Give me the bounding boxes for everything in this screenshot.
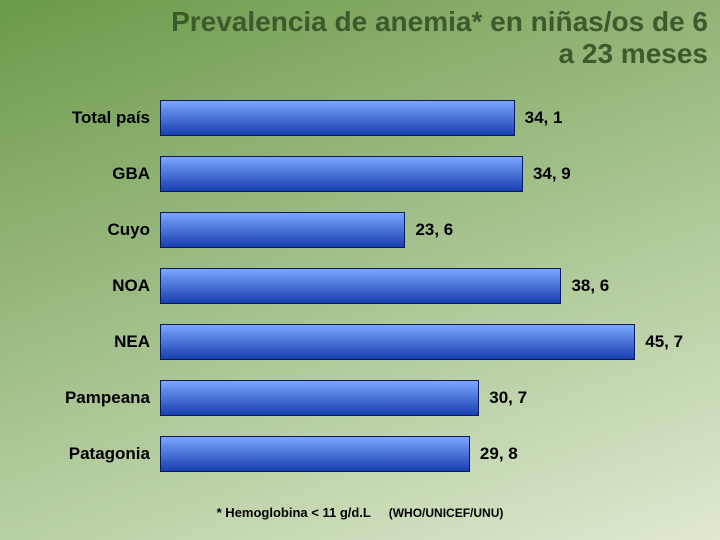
category-label: Total país <box>40 108 160 128</box>
category-label: Cuyo <box>40 220 160 240</box>
bar-row: GBA 34, 9 <box>40 146 680 202</box>
bar-row: Total país 34, 1 <box>40 90 680 146</box>
value-label: 34, 1 <box>525 108 563 128</box>
footnote-right: (WHO/UNICEF/UNU) <box>389 506 504 520</box>
value-label: 23, 6 <box>415 220 453 240</box>
bar-row: Cuyo 23, 6 <box>40 202 680 258</box>
category-label: Patagonia <box>40 444 160 464</box>
slide-title: Prevalencia de anemia* en niñas/os de 6 … <box>171 6 708 70</box>
footnote-left: * Hemoglobina < 11 g/d.L <box>217 505 371 520</box>
bar-area: 30, 7 <box>160 380 680 416</box>
bar-area: 23, 6 <box>160 212 680 248</box>
category-label: NOA <box>40 276 160 296</box>
bar <box>160 100 515 136</box>
bar-area: 34, 9 <box>160 156 680 192</box>
bar <box>160 212 405 248</box>
bar-row: NEA 45, 7 <box>40 314 680 370</box>
category-label: Pampeana <box>40 388 160 408</box>
bar-row: Patagonia 29, 8 <box>40 426 680 482</box>
bar <box>160 436 470 472</box>
category-label: NEA <box>40 332 160 352</box>
bar-area: 34, 1 <box>160 100 680 136</box>
footnote: * Hemoglobina < 11 g/d.L (WHO/UNICEF/UNU… <box>0 505 720 520</box>
bar <box>160 268 561 304</box>
value-label: 34, 9 <box>533 164 571 184</box>
category-label: GBA <box>40 164 160 184</box>
value-label: 45, 7 <box>645 332 683 352</box>
bar-area: 29, 8 <box>160 436 680 472</box>
bar <box>160 324 635 360</box>
bar-chart: Total país 34, 1 GBA 34, 9 Cuyo 23, 6 NOA 38, 6… <box>40 90 680 482</box>
bar <box>160 156 523 192</box>
value-label: 29, 8 <box>480 444 518 464</box>
value-label: 30, 7 <box>489 388 527 408</box>
bar <box>160 380 479 416</box>
bar-area: 45, 7 <box>160 324 680 360</box>
bar-row: Pampeana 30, 7 <box>40 370 680 426</box>
slide: Prevalencia de anemia* en niñas/os de 6 … <box>0 0 720 540</box>
value-label: 38, 6 <box>571 276 609 296</box>
bar-area: 38, 6 <box>160 268 680 304</box>
title-line-2: a 23 meses <box>171 38 708 70</box>
title-line-1: Prevalencia de anemia* en niñas/os de 6 <box>171 6 708 38</box>
bar-row: NOA 38, 6 <box>40 258 680 314</box>
